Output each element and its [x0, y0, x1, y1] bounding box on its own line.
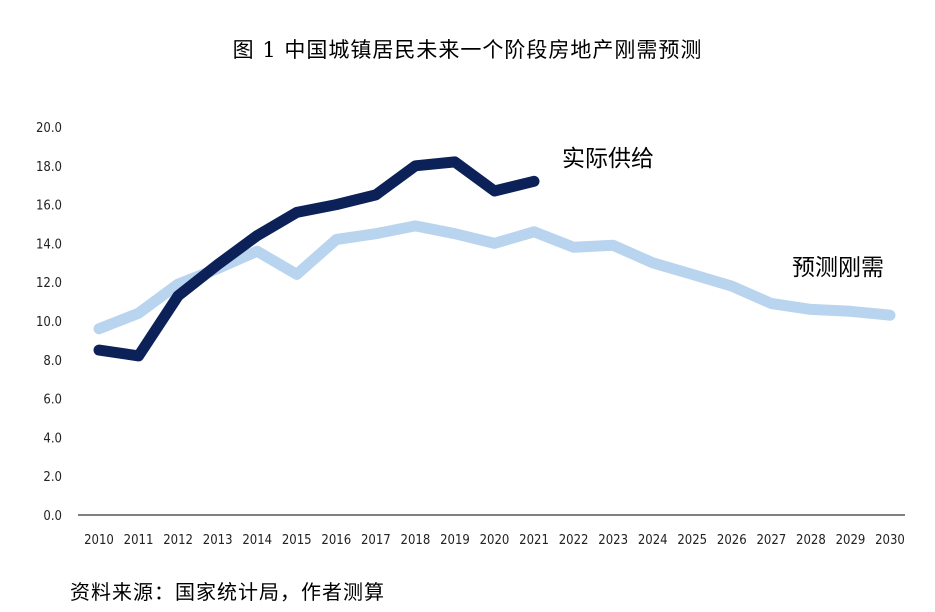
x-tick-label: 2016	[321, 533, 351, 548]
x-tick-label: 2017	[361, 533, 391, 548]
x-tick-label: 2030	[875, 533, 905, 548]
chart-title: 图 1 中国城镇居民未来一个阶段房地产刚需预测	[232, 38, 703, 62]
series-label-forecast: 预测刚需	[792, 255, 884, 281]
y-tick-label: 20.0	[36, 121, 62, 136]
x-tick-label: 2021	[519, 533, 549, 548]
x-tick-label: 2014	[242, 533, 272, 548]
y-tick-label: 10.0	[36, 315, 62, 330]
axes: 0.0 2.0 4.0 6.0 8.0 10.0 12.0 14.0 16.0 18.0 20.0 2…	[36, 121, 905, 548]
x-tick-label: 2015	[282, 533, 312, 548]
y-tick-label: 12.0	[36, 276, 62, 291]
y-tick-label: 16.0	[36, 199, 62, 214]
x-tick-label: 2020	[480, 533, 510, 548]
y-tick-label: 2.0	[43, 470, 62, 485]
y-tick-label: 8.0	[43, 354, 62, 369]
series-lines	[93, 156, 896, 362]
x-tick-label: 2022	[559, 533, 589, 548]
x-tick-label: 2010	[84, 533, 114, 548]
x-tick-label: 2011	[124, 533, 154, 548]
source-note: 资料来源：国家统计局，作者测算	[70, 580, 385, 604]
y-tick-label: 0.0	[43, 509, 62, 524]
forecast-demand-line	[93, 220, 896, 335]
x-tick-label: 2023	[598, 533, 628, 548]
y-tick-label: 18.0	[36, 160, 62, 175]
x-tick-label: 2027	[756, 533, 786, 548]
x-tick-label: 2019	[440, 533, 470, 548]
y-tick-label: 4.0	[43, 431, 62, 446]
x-tick-label: 2029	[836, 533, 866, 548]
x-tick-label: 2012	[163, 533, 193, 548]
x-tick-label: 2026	[717, 533, 747, 548]
series-label-actual: 实际供给	[562, 146, 654, 172]
x-tick-label: 2028	[796, 533, 826, 548]
actual-supply-line	[93, 156, 540, 362]
x-tick-label: 2024	[638, 533, 668, 548]
x-tick-label: 2018	[401, 533, 431, 548]
x-tick-label: 2025	[677, 533, 707, 548]
y-tick-label: 6.0	[43, 393, 62, 408]
x-tick-label: 2013	[203, 533, 233, 548]
y-tick-label: 14.0	[36, 237, 62, 252]
